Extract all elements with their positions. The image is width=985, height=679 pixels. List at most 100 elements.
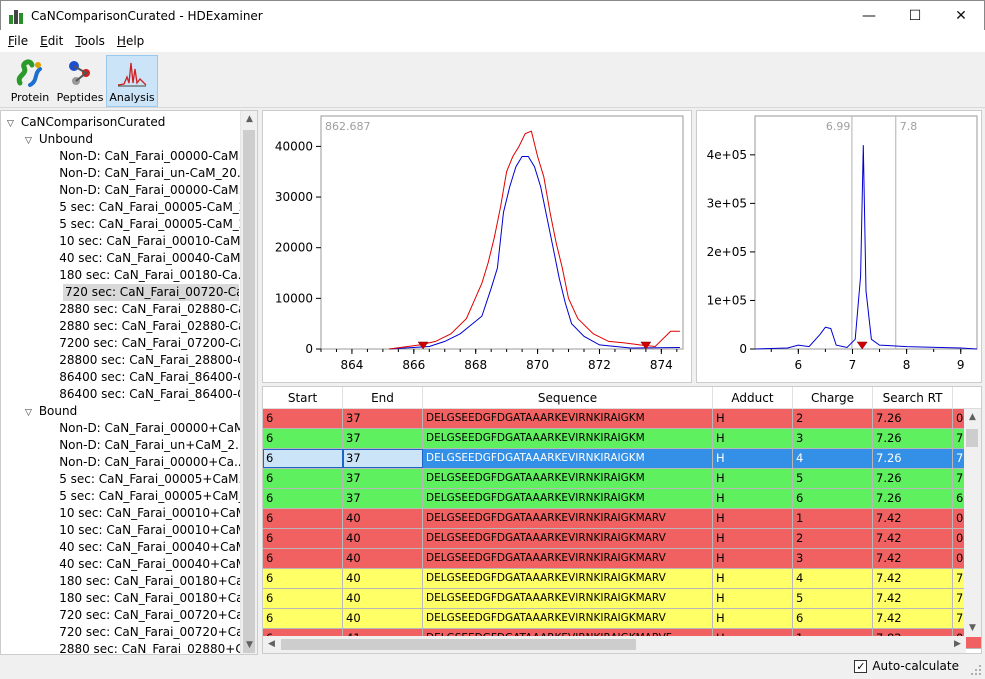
peptides-button[interactable]: Peptides xyxy=(56,55,104,107)
grid-cell[interactable]: 40 xyxy=(343,569,423,588)
maximize-button[interactable]: ☐ xyxy=(908,8,922,24)
column-header[interactable]: Adduct xyxy=(713,387,793,409)
grid-cell[interactable]: 6 xyxy=(263,589,343,608)
column-header[interactable]: Charge xyxy=(793,387,873,409)
grid-cell[interactable]: 7.42 xyxy=(873,549,953,568)
integration-marker[interactable] xyxy=(856,341,868,350)
close-button[interactable]: ✕ xyxy=(955,8,967,24)
grid-cell[interactable]: 0. xyxy=(953,529,981,548)
grid-cell[interactable]: 6 xyxy=(263,489,343,508)
grid-cell[interactable]: 37 xyxy=(343,449,423,468)
grid-cell[interactable]: 40 xyxy=(343,609,423,628)
collapse-icon[interactable]: ▽ xyxy=(25,408,32,418)
grid-scroll-right-icon[interactable]: ▶ xyxy=(954,639,961,649)
table-row[interactable]: 6 37 DELGSEEDGFDGATAAARKEVIRNKIRAIGKM H 2 7.2… xyxy=(263,409,981,429)
scroll-up-icon[interactable]: ▲ xyxy=(246,114,253,124)
minimize-button[interactable]: — xyxy=(862,8,876,24)
grid-cell[interactable]: 7.42 xyxy=(873,529,953,548)
column-header[interactable]: Sequence xyxy=(423,387,713,409)
grid-cell[interactable]: 6 xyxy=(263,569,343,588)
table-row[interactable]: 6 40 DELGSEEDGFDGATAAARKEVIRNKIRAIGKMARV H 5… xyxy=(263,589,981,609)
grid-cell[interactable]: DELGSEEDGFDGATAAARKEVIRNKIRAIGKM xyxy=(423,409,713,428)
table-row[interactable]: 6 37 DELGSEEDGFDGATAAARKEVIRNKIRAIGKM H 6 7.2… xyxy=(263,489,981,509)
grid-cell[interactable]: DELGSEEDGFDGATAAARKEVIRNKIRAIGKMARV xyxy=(423,609,713,628)
grid-cell[interactable]: 6 xyxy=(263,509,343,528)
grid-cell[interactable]: 6 xyxy=(263,449,343,468)
grid-cell[interactable]: 6 xyxy=(263,409,343,428)
tree-item[interactable]: 180 sec: CaN_Farai_00180+Ca... xyxy=(59,573,255,590)
resize-grip-icon[interactable] xyxy=(970,664,982,676)
grid-cell[interactable]: DELGSEEDGFDGATAAARKEVIRNKIRAIGKMARV xyxy=(423,529,713,548)
tree-item[interactable]: Non-D: CaN_Farai_00000-CaM... xyxy=(59,148,250,165)
grid-cell[interactable]: 0. xyxy=(953,549,981,568)
grid-cell[interactable]: 7. xyxy=(953,569,981,588)
column-header[interactable] xyxy=(953,387,981,409)
table-row[interactable]: 6 40 DELGSEEDGFDGATAAARKEVIRNKIRAIGKMARV H 1… xyxy=(263,509,981,529)
tree-item[interactable]: 40 sec: CaN_Farai_00040+CaM... xyxy=(59,556,257,573)
column-header[interactable]: Search RT xyxy=(873,387,953,409)
plot-area[interactable] xyxy=(754,115,978,350)
menu-file[interactable]: File xyxy=(8,34,29,48)
grid-cell[interactable]: 7. xyxy=(953,469,981,488)
grid-cell[interactable]: 0. xyxy=(953,509,981,528)
grid-cell[interactable]: 7.26 xyxy=(873,469,953,488)
grid-cell[interactable]: DELGSEEDGFDGATAAARKEVIRNKIRAIGKMARV xyxy=(423,589,713,608)
grid-hscroll-thumb[interactable] xyxy=(281,639,636,650)
column-header[interactable]: Start xyxy=(263,387,343,409)
grid-cell[interactable]: 7.42 xyxy=(873,609,953,628)
menu-tools[interactable]: Tools xyxy=(75,34,105,48)
tree-item[interactable]: 2880 sec: CaN_Farai_02880+Ca... xyxy=(59,641,257,654)
grid-cell[interactable]: 7.42 xyxy=(873,589,953,608)
tree-item[interactable]: 86400 sec: CaN_Farai_86400-C... xyxy=(59,386,257,403)
grid-cell[interactable]: DELGSEEDGFDGATAAARKEVIRNKIRAIGKM xyxy=(423,489,713,508)
grid-cell[interactable]: 5 xyxy=(793,469,873,488)
grid-cell[interactable]: DELGSEEDGFDGATAAARKEVIRNKIRAIGKM xyxy=(423,449,713,468)
grid-cell[interactable]: DELGSEEDGFDGATAAARKEVIRNKIRAIGKMARV xyxy=(423,569,713,588)
analysis-button[interactable]: Analysis xyxy=(106,55,158,107)
grid-cell[interactable]: 37 xyxy=(343,469,423,488)
grid-cell[interactable]: 6 xyxy=(263,549,343,568)
grid-cell[interactable]: DELGSEEDGFDGATAAARKEVIRNKIRAIGKM xyxy=(423,469,713,488)
grid-cell[interactable]: 40 xyxy=(343,589,423,608)
menu-help[interactable]: Help xyxy=(116,34,145,48)
menu-edit[interactable]: Edit xyxy=(40,34,64,48)
grid-cell[interactable]: 37 xyxy=(343,489,423,508)
tree-item[interactable]: Non-D: CaN_Farai_00000+CaM... xyxy=(59,420,256,437)
grid-cell[interactable]: H xyxy=(713,429,793,448)
chromatogram-chart[interactable]: 6 7 8 9 0 1e+05 2e+05 3e+05 4e+05 6.99 7.8 xyxy=(697,111,983,384)
grid-cell[interactable]: 6 xyxy=(263,429,343,448)
grid-cell[interactable]: H xyxy=(713,489,793,508)
grid-cell[interactable]: 6 xyxy=(793,489,873,508)
grid-cell[interactable]: 7.26 xyxy=(873,429,953,448)
tree-item[interactable]: Non-D: CaN_Farai_00000+Ca... xyxy=(59,454,245,471)
grid-cell[interactable]: 0. xyxy=(953,409,981,428)
tree-item[interactable]: 2880 sec: CaN_Farai_02880-Ca... xyxy=(59,318,257,335)
table-row[interactable]: 6 40 DELGSEEDGFDGATAAARKEVIRNKIRAIGKMARV H 4… xyxy=(263,569,981,589)
grid-cell[interactable]: H xyxy=(713,549,793,568)
tree-item[interactable]: 40 sec: CaN_Farai_00040-CaM_... xyxy=(59,250,257,267)
grid-cell[interactable]: 2 xyxy=(793,529,873,548)
tree-item[interactable]: 28800 sec: CaN_Farai_28800-C... xyxy=(59,352,257,369)
grid-cell[interactable]: 6 xyxy=(263,529,343,548)
tree-item[interactable]: 5 sec: CaN_Farai_00005+CaM... xyxy=(59,471,250,488)
grid-cell[interactable]: 7.26 xyxy=(873,449,953,468)
grid-cell[interactable]: DELGSEEDGFDGATAAARKEVIRNKIRAIGKMARV xyxy=(423,549,713,568)
grid-cell[interactable]: 7.26 xyxy=(873,409,953,428)
tree-group-unbound[interactable]: ▽ Unbound xyxy=(25,131,93,148)
collapse-icon[interactable]: ▽ xyxy=(25,136,32,146)
tree-item[interactable]: 720 sec: CaN_Farai_00720-Ca... xyxy=(63,284,239,301)
grid-cell[interactable]: H xyxy=(713,589,793,608)
grid-vscroll-thumb[interactable] xyxy=(966,429,978,447)
tree-item[interactable]: Non-D: CaN_Farai_un-CaM_20... xyxy=(59,165,248,182)
tree-item[interactable]: 86400 sec: CaN_Farai_86400-C... xyxy=(59,369,257,386)
grid-cell[interactable]: H xyxy=(713,449,793,468)
grid-cell[interactable]: 37 xyxy=(343,429,423,448)
grid-cell[interactable]: H xyxy=(713,409,793,428)
sample-tree[interactable]: ▽ CaNComparisonCurated ▽ Unbound Non-D: Ca… xyxy=(0,110,258,655)
tree-item[interactable]: 10 sec: CaN_Farai_00010+CaM... xyxy=(59,522,257,539)
table-row[interactable]: 6 40 DELGSEEDGFDGATAAARKEVIRNKIRAIGKMARV H 6… xyxy=(263,609,981,629)
tree-item[interactable]: Non-D: CaN_Farai_un+CaM_2... xyxy=(59,437,246,454)
tree-root[interactable]: ▽ CaNComparisonCurated xyxy=(7,114,165,131)
grid-hscrollbar[interactable]: ◀ ▶ xyxy=(263,636,966,653)
grid-scroll-up-icon[interactable]: ▲ xyxy=(969,412,976,422)
